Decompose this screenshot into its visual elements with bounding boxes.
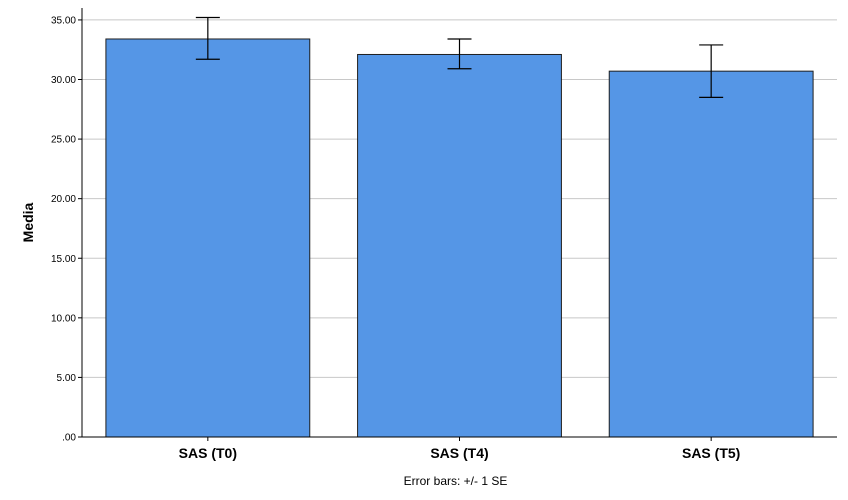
y-tick-label: 30.00 [51, 75, 76, 86]
y-tick-label: 5.00 [57, 373, 77, 384]
y-tick-label: .00 [62, 433, 76, 444]
bar [357, 53, 562, 438]
error-bar-note: Error bars: +/- 1 SE [404, 474, 508, 488]
y-axis-title: Media [20, 202, 36, 242]
x-tick-label: SAS (T4) [430, 445, 488, 461]
y-tick-label: 10.00 [51, 313, 76, 324]
bar [608, 70, 814, 438]
y-tick-label: 35.00 [51, 15, 76, 26]
y-tick-label: 15.00 [51, 254, 76, 265]
y-axis-ticks: .00 5.00 10.00 15.00 20.00 25.00 30.00 35.00 [51, 15, 82, 444]
bar [105, 38, 311, 438]
error-bars [195, 16, 724, 98]
y-tick-label: 25.00 [51, 135, 76, 146]
x-axis-labels: SAS (T0) SAS (T4) SAS (T5) [179, 437, 740, 461]
x-tick-label: SAS (T5) [682, 445, 740, 461]
bars [105, 38, 814, 438]
y-tick-label: 20.00 [51, 194, 76, 205]
x-tick-label: SAS (T0) [179, 445, 237, 461]
